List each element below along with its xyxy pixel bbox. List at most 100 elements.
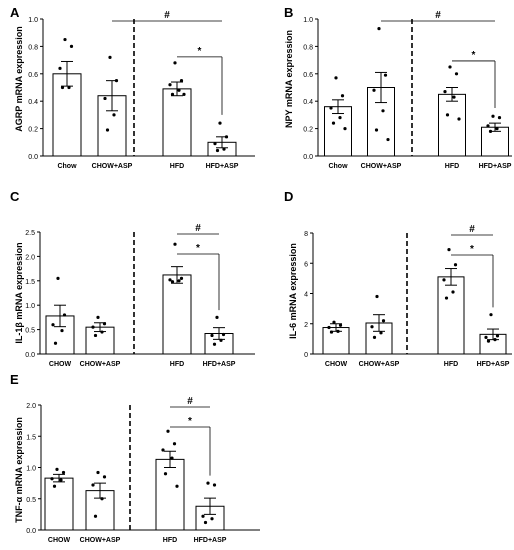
panel-c-category-label: CHOW [49,361,72,368]
panel-a-category-label: HFD [170,163,184,170]
panel-b-data-point [383,73,388,77]
panel-e: E TNF-α mRNA expression 0.0 0.5 1.0 1.5 2.0 C… [10,372,260,544]
panel-e-y-axis-label: TNF-α mRNA expression [14,417,24,523]
panel-b-y-tick-label: 0.8 [303,44,313,51]
panel-e-data-point [55,467,59,471]
panel-a-data-point [108,55,112,59]
panel-a-y-tick-label: 0.0 [28,154,38,161]
panel-b-data-point [443,90,447,94]
panel-c-data-point [62,313,67,317]
panel-b-category-label: Chow [328,163,348,170]
panel-d-data-point [493,338,497,342]
panel-e-data-point [201,514,205,518]
panel-b-bar [324,106,352,157]
panel-a: A AGRP mRNA expression 0.0 0.2 0.4 0.6 0.8 1.… [10,5,255,170]
panel-b-data-point [334,76,338,80]
panel-c-data-point [215,315,219,319]
panel-e-data-point [59,478,63,482]
panel-e-data-point [163,472,168,476]
panel-c-y-tick-label: 0.5 [25,328,35,335]
panel-d: D IL-6 mRNA expression 0 2 4 6 8 CHOW CHOW+ASP… [284,189,512,368]
panel-a-data-point [168,83,172,87]
panel-a-data-point [67,85,71,90]
panel-c-data-point [91,325,95,329]
panel-e-category-label: HFD+ASP [194,537,227,544]
panel-e-data-point [50,477,54,481]
panel-c-data-point [51,323,55,327]
panel-a-y-tick-label: 0.2 [28,127,38,134]
panel-c-y-tick-label: 0.0 [25,352,35,359]
panel-e-significance-label: # [187,396,193,407]
panel-a-category-label: CHOW+ASP [92,163,133,170]
panel-b-data-point [488,129,493,133]
panel-b-data-point [452,95,456,99]
panel-b-category-label: HFD [445,163,459,170]
panel-e-data-point [172,442,177,446]
panel-d-data-point [453,263,458,267]
panel-e-y-tick-label: 1.5 [26,434,36,441]
panel-b-y-tick-label: 0.0 [303,154,313,161]
panel-b-data-point [338,116,342,120]
panel-e-data-point [203,520,208,525]
panel-d-data-point [329,330,334,334]
panel-a-category-label: HFD+ASP [206,163,239,170]
panel-a-data-point [213,142,217,146]
panel-c-data-point [60,328,64,333]
panel-a-data-point [224,135,229,139]
panel-e-data-point [166,429,170,433]
panel-b-data-point [457,117,461,121]
panel-d-data-point [451,290,455,294]
panel-d-y-tick-label: 4 [304,292,308,299]
panel-d-bar [437,276,465,355]
panel-a-data-point [114,79,119,83]
panel-d-category-label: HFD [444,361,458,368]
panel-c-data-point [210,333,214,338]
panel-d-category-label: CHOW+ASP [359,361,400,368]
panel-a-data-point [218,121,222,125]
panel-e-data-point [175,484,179,488]
panel-d-data-point [381,319,386,323]
panel-b-data-point [386,137,390,142]
panel-d-data-point [447,248,451,252]
panel-b-data-point [497,116,502,120]
panel-e-category-label: CHOW [48,537,71,544]
panel-e-letter: E [10,372,19,387]
panel-e-data-point [52,484,57,488]
panel-e-data-point [161,448,165,452]
panel-d-data-point [372,335,377,339]
panel-d-data-point [379,331,383,335]
panel-e-bar [155,458,185,531]
panel-b-letter: B [284,5,293,20]
panel-b-y-axis-label: NPY mRNA expression [284,30,294,128]
panel-d-data-point [495,334,500,338]
panel-e-data-point [93,514,98,518]
panel-c-data-point [96,315,100,319]
panel-c-bar [162,274,192,355]
panel-a-data-point [69,44,74,49]
panel-e-y-tick-label: 1.0 [26,466,36,473]
panel-e-y-tick-label: 0.0 [26,528,36,535]
panel-a-category-label: Chow [57,163,77,170]
panel-d-y-tick-label: 8 [304,231,308,238]
panel-e-y-tick-label: 2.0 [26,403,36,410]
panel-d-data-point [484,335,488,339]
panel-b-data-point [331,121,336,125]
panel-e-significance-label: * [188,416,192,427]
panel-d-bar [322,327,350,355]
panel-c-y-tick-label: 1.5 [25,279,35,286]
panel-a-data-point [177,88,181,92]
panel-d-category-label: HFD+ASP [477,361,510,368]
panel-a-data-point [58,66,62,70]
panel-b-data-point [495,127,499,131]
panel-a-significance-label: * [198,46,202,57]
panel-a-data-point [60,85,65,90]
panel-b-data-point [329,106,333,110]
panel-a-data-point [222,147,226,151]
panel-a-y-axis-label: AGRP mRNA expression [14,26,24,132]
panel-e-category-label: CHOW+ASP [80,537,121,544]
panel-a-data-point [182,92,186,96]
panel-e-data-point [91,483,95,487]
panel-c-data-point [100,330,104,334]
panel-d-y-tick-label: 2 [304,322,308,329]
